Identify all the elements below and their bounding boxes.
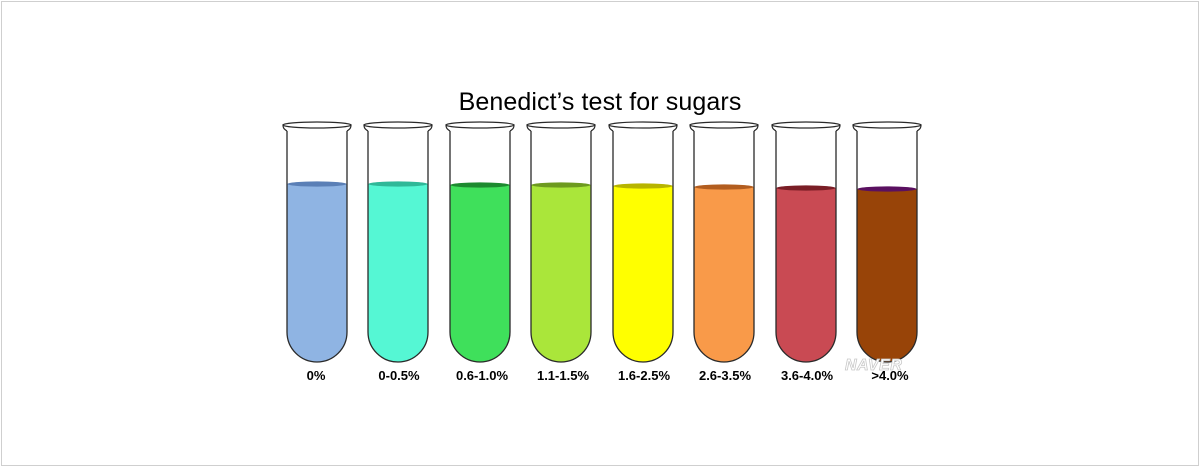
tube-opening <box>363 121 433 129</box>
watermark: NAVER <box>845 357 902 374</box>
concentration-label: 0% <box>307 368 326 383</box>
liquid-fill <box>450 185 510 362</box>
tube-opening <box>689 121 759 129</box>
tube-glass <box>856 131 918 363</box>
test-tube <box>526 121 596 363</box>
liquid-meniscus <box>613 183 673 189</box>
liquid-fill <box>287 184 347 362</box>
test-tube <box>608 121 678 363</box>
test-tube <box>363 121 433 363</box>
liquid-meniscus <box>287 181 347 187</box>
liquid-meniscus <box>694 184 754 190</box>
liquid-fill <box>368 184 428 362</box>
liquid-fill <box>613 186 673 362</box>
tube-opening <box>608 121 678 129</box>
diagram-title: Benedict’s test for sugars <box>458 88 742 116</box>
tube-glass <box>286 131 348 363</box>
liquid-fill <box>694 187 754 362</box>
tube-opening <box>852 121 922 129</box>
test-tube <box>771 121 841 363</box>
tube-glass <box>449 131 511 363</box>
liquid-meniscus <box>368 181 428 187</box>
concentration-label: 1.6-2.5% <box>618 368 670 383</box>
concentration-label: 1.1-1.5% <box>537 368 589 383</box>
concentration-label: 0.6-1.0% <box>456 368 508 383</box>
liquid-fill <box>531 185 591 362</box>
tube-opening <box>445 121 515 129</box>
tube-glass <box>530 131 592 363</box>
tube-opening <box>282 121 352 129</box>
tube-glass <box>693 131 755 363</box>
liquid-meniscus <box>776 185 836 191</box>
tube-glass <box>775 131 837 363</box>
test-tube <box>282 121 352 363</box>
concentration-label: >4.0% <box>871 368 909 383</box>
test-tube <box>445 121 515 363</box>
liquid-fill <box>857 189 917 362</box>
tube-opening <box>771 121 841 129</box>
concentration-label: 3.6-4.0% <box>781 368 833 383</box>
tubes-layer <box>282 121 922 363</box>
liquid-fill <box>776 188 836 362</box>
tube-opening <box>526 121 596 129</box>
liquid-meniscus <box>531 182 591 188</box>
liquid-meniscus <box>857 186 917 192</box>
tube-glass <box>612 131 674 363</box>
test-tube <box>689 121 759 363</box>
liquid-meniscus <box>450 182 510 188</box>
concentration-label: 0-0.5% <box>378 368 420 383</box>
test-tube <box>852 121 922 363</box>
concentration-label: 2.6-3.5% <box>699 368 751 383</box>
tube-glass <box>367 131 429 363</box>
labels-layer: 0% 0-0.5% 0.6-1.0% 1.1-1.5% 1.6-2.5% 2.6-3.5%… <box>307 368 909 383</box>
